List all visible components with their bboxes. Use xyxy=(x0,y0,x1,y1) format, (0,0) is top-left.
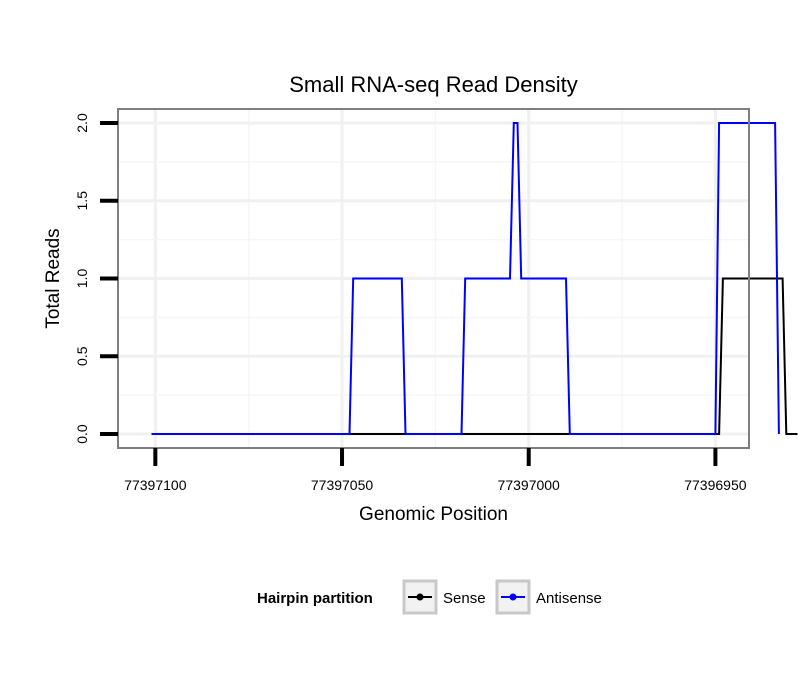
x-tick-label: 77397000 xyxy=(498,477,561,493)
series-lines xyxy=(151,122,798,435)
y-tick-label: 2.0 xyxy=(74,113,90,133)
y-tick-label: 1.0 xyxy=(74,269,90,289)
y-tick-label: 1.5 xyxy=(74,191,90,211)
legend-title: Hairpin partition xyxy=(257,590,373,607)
y-tick-label: 0.0 xyxy=(74,424,90,444)
legend-key-point-sense xyxy=(416,593,424,601)
legend: Hairpin partition Sense Antisense xyxy=(257,579,602,615)
chart-title: Small RNA-seq Read Density xyxy=(289,72,578,97)
legend-key-point-antisense xyxy=(509,593,517,601)
legend-label-antisense: Antisense xyxy=(536,590,602,607)
x-tick-label: 77396950 xyxy=(684,477,747,493)
series-line-antisense xyxy=(151,122,780,435)
x-tick-label: 77397100 xyxy=(124,477,187,493)
y-axis-title: Total Reads xyxy=(43,228,64,328)
y-axis: 0.0 0.5 1.0 1.5 2.0 xyxy=(74,113,118,444)
x-axis-title: Genomic Position xyxy=(359,504,508,525)
legend-label-sense: Sense xyxy=(443,590,486,607)
y-tick-label: 0.5 xyxy=(74,346,90,366)
x-axis: 77397100 77397050 77397000 77396950 xyxy=(124,448,747,493)
x-tick-label: 77397050 xyxy=(311,477,374,493)
